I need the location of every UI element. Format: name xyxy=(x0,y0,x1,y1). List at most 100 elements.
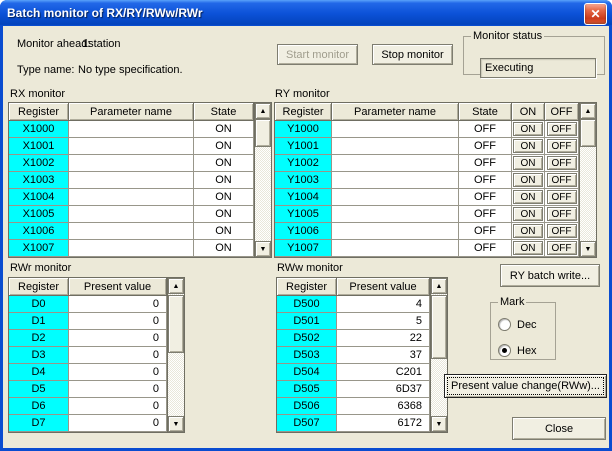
hex-radio-button[interactable] xyxy=(498,344,511,357)
rwr-scrollbar[interactable]: ▲ ▼ xyxy=(167,278,184,432)
rwr-table-row: D7 0 xyxy=(9,415,167,432)
row-on-button[interactable]: ON xyxy=(513,156,543,170)
parameter-name-cell xyxy=(332,121,459,137)
present-value-cell: 37 xyxy=(337,347,430,363)
register-cell: Y1002 xyxy=(275,155,332,171)
row-off-cell: OFF xyxy=(545,189,579,205)
row-on-button[interactable]: ON xyxy=(513,207,543,221)
parameter-name-cell xyxy=(332,223,459,239)
rww-table-row: D500 4 xyxy=(277,296,430,313)
row-off-button[interactable]: OFF xyxy=(546,241,577,255)
register-cell: X1001 xyxy=(9,138,69,154)
present-value-cell: C201 xyxy=(337,364,430,380)
title-bar[interactable]: Batch monitor of RX/RY/RWw/RWr ✕ xyxy=(0,0,612,26)
present-value-cell: 6D37 xyxy=(337,381,430,397)
rx-scroll-up-button[interactable]: ▲ xyxy=(255,103,271,119)
row-off-button[interactable]: OFF xyxy=(546,122,577,136)
rx-table-row: X1001 ON xyxy=(9,138,254,155)
monitor-ahead-label: Monitor ahead: xyxy=(17,38,91,50)
type-name-label: Type name: xyxy=(17,64,75,76)
row-off-button[interactable]: OFF xyxy=(546,156,577,170)
rx-table-row: X1003 ON xyxy=(9,172,254,189)
row-on-cell: ON xyxy=(512,155,545,171)
present-value-cell: 0 xyxy=(69,398,167,414)
row-on-button[interactable]: ON xyxy=(513,224,543,238)
register-cell: D506 xyxy=(277,398,337,414)
ry-table-row: Y1007 OFF ON OFF xyxy=(275,240,579,257)
rwr-table-row: D0 0 xyxy=(9,296,167,313)
row-off-cell: OFF xyxy=(545,223,579,239)
ry-table-row: Y1006 OFF ON OFF xyxy=(275,223,579,240)
ry-scroll-up-button[interactable]: ▲ xyxy=(580,103,596,119)
rww-scrollbar-thumb[interactable] xyxy=(431,295,447,359)
rww-monitor-label: RWw monitor xyxy=(277,262,343,274)
row-off-button[interactable]: OFF xyxy=(546,207,577,221)
dec-radio-button[interactable] xyxy=(498,318,511,331)
rwr-table-row: D3 0 xyxy=(9,347,167,364)
ry-batch-write-button[interactable]: RY batch write... xyxy=(500,264,600,287)
rx-scroll-down-button[interactable]: ▼ xyxy=(255,241,271,257)
rx-scrollbar-thumb[interactable] xyxy=(255,119,271,147)
present-value-cell: 0 xyxy=(69,415,167,431)
close-dialog-button[interactable]: Close xyxy=(512,417,606,440)
start-monitor-button[interactable]: Start monitor xyxy=(277,44,358,65)
present-value-cell: 5 xyxy=(337,313,430,329)
hex-radio-row: Hex xyxy=(498,344,537,357)
rwr-monitor-label: RWr monitor xyxy=(10,262,72,274)
parameter-name-cell xyxy=(69,138,194,154)
rww-scroll-down-button[interactable]: ▼ xyxy=(431,416,447,432)
register-cell: X1005 xyxy=(9,206,69,222)
parameter-name-cell xyxy=(69,121,194,137)
rwr-scrollbar-thumb[interactable] xyxy=(168,295,184,353)
rx-table-row: X1002 ON xyxy=(9,155,254,172)
ry-table-row: Y1004 OFF ON OFF xyxy=(275,189,579,206)
rx-state-column-header: State xyxy=(194,103,254,121)
rwr-table-body: D0 0 D1 0 D2 0 D3 0 D4 0 D5 0 D6 0 D7 0 xyxy=(9,296,167,432)
row-on-cell: ON xyxy=(512,223,545,239)
close-button[interactable]: ✕ xyxy=(584,3,607,25)
rww-table-header: Register Present value xyxy=(277,278,430,296)
monitor-status-legend: Monitor status xyxy=(473,30,543,42)
ry-scroll-down-button[interactable]: ▼ xyxy=(580,241,596,257)
ry-table-body: Y1000 OFF ON OFF Y1001 OFF ON OFF Y1002 OFF ON OFF Y… xyxy=(275,121,579,257)
row-off-button[interactable]: OFF xyxy=(546,139,577,153)
rwr-scroll-down-button[interactable]: ▼ xyxy=(168,416,184,432)
present-value-cell: 0 xyxy=(69,347,167,363)
ry-state-column-header: State xyxy=(459,103,512,121)
rww-scroll-up-button[interactable]: ▲ xyxy=(431,278,447,294)
scroll-up-icon: ▲ xyxy=(584,107,592,115)
row-off-button[interactable]: OFF xyxy=(546,173,577,187)
row-off-button[interactable]: OFF xyxy=(546,224,577,238)
row-on-button[interactable]: ON xyxy=(513,190,543,204)
row-off-button[interactable]: OFF xyxy=(546,190,577,204)
row-on-button[interactable]: ON xyxy=(513,173,543,187)
register-cell: Y1006 xyxy=(275,223,332,239)
rwr-scroll-up-button[interactable]: ▲ xyxy=(168,278,184,294)
rww-scrollbar[interactable]: ▲ ▼ xyxy=(430,278,447,432)
ry-scrollbar[interactable]: ▲ ▼ xyxy=(579,103,596,257)
ry-table-row: Y1002 OFF ON OFF xyxy=(275,155,579,172)
row-off-cell: OFF xyxy=(545,240,579,256)
ry-scrollbar-thumb[interactable] xyxy=(580,119,596,147)
present-value-cell: 0 xyxy=(69,330,167,346)
rx-scrollbar[interactable]: ▲ ▼ xyxy=(254,103,271,257)
ry-monitor-table: Register Parameter name State ON OFF Y10… xyxy=(274,102,597,258)
stop-monitor-button[interactable]: Stop monitor xyxy=(372,44,453,65)
parameter-name-cell xyxy=(332,189,459,205)
register-cell: X1004 xyxy=(9,189,69,205)
present-value-change-button[interactable]: Present value change(RWw)... xyxy=(444,374,607,398)
rww-monitor-table: Register Present value D500 4 D501 5 D502 22 D… xyxy=(276,277,448,433)
rwr-register-column-header: Register xyxy=(9,278,69,296)
row-off-cell: OFF xyxy=(545,138,579,154)
present-value-cell: 22 xyxy=(337,330,430,346)
row-on-button[interactable]: ON xyxy=(513,122,543,136)
rx-parameter-column-header: Parameter name xyxy=(69,103,194,121)
ry-table-main: Register Parameter name State ON OFF Y10… xyxy=(275,103,579,257)
row-on-button[interactable]: ON xyxy=(513,139,543,153)
register-cell: Y1004 xyxy=(275,189,332,205)
parameter-name-cell xyxy=(69,189,194,205)
register-cell: X1007 xyxy=(9,240,69,256)
state-cell: ON xyxy=(194,206,254,222)
row-on-button[interactable]: ON xyxy=(513,241,543,255)
